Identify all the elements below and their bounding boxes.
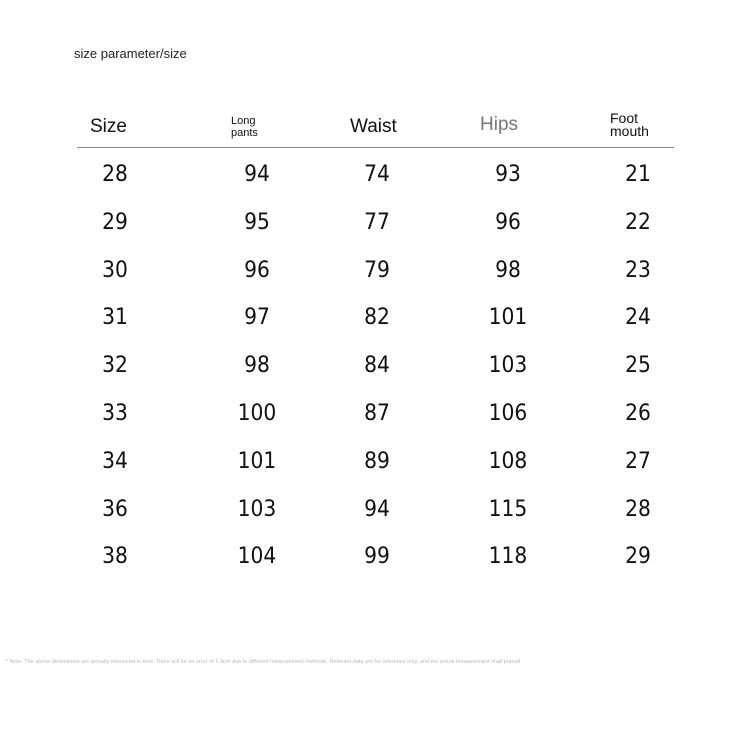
cell-size: 32: [102, 353, 128, 379]
cell-long-pants: 94: [244, 162, 270, 187]
cell-waist: 74: [364, 162, 390, 187]
cell-hips: 96: [495, 209, 521, 235]
cell-long-pants: 96: [244, 257, 270, 283]
cell-size: 28: [102, 162, 128, 187]
cell-waist: 94: [364, 496, 390, 522]
cell-waist: 77: [364, 209, 390, 235]
cell-foot-mouth: 24: [625, 305, 651, 331]
cell-waist: 87: [364, 401, 390, 426]
cell-size: 33: [102, 401, 128, 426]
cell-foot-mouth: 27: [625, 448, 651, 474]
page-title: size parameter/size: [74, 46, 187, 61]
cell-foot-mouth: 22: [625, 209, 651, 235]
cell-waist: 79: [364, 257, 390, 283]
cell-size: 31: [102, 305, 128, 331]
cell-long-pants: 104: [237, 544, 277, 570]
header-long-pants-line2: pants: [231, 127, 258, 139]
cell-hips: 118: [488, 544, 528, 570]
cell-long-pants: 100: [237, 401, 277, 426]
cell-foot-mouth: 23: [625, 257, 651, 283]
cell-foot-mouth: 28: [625, 496, 651, 522]
header-size: Size: [90, 116, 127, 137]
cell-hips: 106: [488, 401, 528, 426]
header-divider: [77, 147, 674, 148]
footnote: * Note: The above dimensions are actuall…: [6, 659, 521, 665]
cell-size: 36: [102, 496, 128, 522]
cell-long-pants: 101: [237, 448, 277, 474]
cell-size: 29: [102, 209, 128, 235]
cell-waist: 84: [364, 353, 390, 379]
cell-size: 34: [102, 448, 128, 474]
cell-waist: 82: [364, 305, 390, 331]
cell-size: 38: [102, 544, 128, 570]
cell-long-pants: 103: [237, 496, 277, 522]
cell-foot-mouth: 29: [625, 544, 651, 570]
header-waist: Waist: [350, 116, 397, 137]
cell-hips: 98: [495, 257, 521, 283]
header-foot-line1: Foot: [610, 110, 639, 126]
header-foot-line2: mouth: [610, 123, 649, 139]
cell-long-pants: 98: [244, 353, 270, 379]
cell-waist: 89: [364, 448, 390, 474]
header-foot-mouth: Foot mouth: [610, 110, 649, 139]
cell-hips: 93: [495, 162, 521, 187]
cell-hips: 103: [488, 353, 528, 379]
cell-size: 30: [102, 257, 128, 283]
cell-hips: 115: [488, 496, 528, 522]
header-long-pants: Long pants: [231, 115, 258, 139]
cell-hips: 101: [488, 305, 528, 331]
header-long-pants-line1: Long: [231, 115, 256, 127]
cell-long-pants: 95: [244, 209, 270, 235]
cell-foot-mouth: 21: [625, 162, 651, 187]
header-hips: Hips: [480, 114, 519, 135]
cell-foot-mouth: 25: [625, 353, 651, 379]
cell-waist: 99: [364, 544, 390, 570]
cell-foot-mouth: 26: [625, 401, 651, 426]
cell-long-pants: 97: [244, 305, 270, 331]
cell-hips: 108: [488, 448, 528, 474]
